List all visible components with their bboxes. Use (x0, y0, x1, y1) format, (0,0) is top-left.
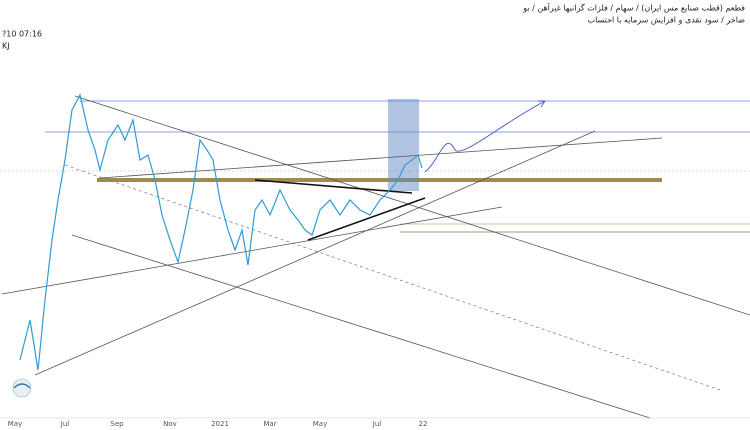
symbol-subtitle: ضاخر / سود نقدی و افزایش سرمایه با احتسا… (588, 16, 746, 25)
triangle-top (254, 179, 413, 194)
x-tick-label: May (313, 420, 327, 428)
trend-line (74, 95, 750, 316)
x-tick-label: Jul (60, 420, 70, 428)
x-tick-label: Nov (163, 420, 177, 428)
symbol-code: KJ (2, 42, 10, 51)
trend-line (64, 164, 721, 391)
price-series (19, 93, 423, 371)
target-box (388, 99, 419, 191)
time-stamp: ?10 07:16 (2, 30, 42, 39)
trend-line (1, 206, 503, 295)
drawings (0, 95, 750, 419)
x-tick-label: Mar (263, 420, 276, 428)
x-tick-label: Sep (110, 420, 124, 428)
x-tick-label: 22 (419, 420, 428, 428)
x-tick-label: 2021 (211, 420, 229, 428)
x-tick-label: Jul (372, 420, 382, 428)
trend-line (71, 234, 651, 419)
triangle-bottom (307, 197, 426, 241)
trend-line (99, 137, 663, 179)
x-axis-labels: May Jul Sep Nov 2021 Mar May Jul 22 (8, 420, 428, 428)
support-zone (97, 178, 662, 182)
watermark-logo (12, 378, 32, 398)
symbol-title: فطعم (قطب صنایع مس ایران) / سهام / فلزات… (522, 3, 745, 13)
trend-line (34, 130, 596, 376)
x-tick-label: May (8, 420, 22, 428)
projection-arrow (424, 100, 546, 173)
arrow-head (538, 100, 546, 108)
